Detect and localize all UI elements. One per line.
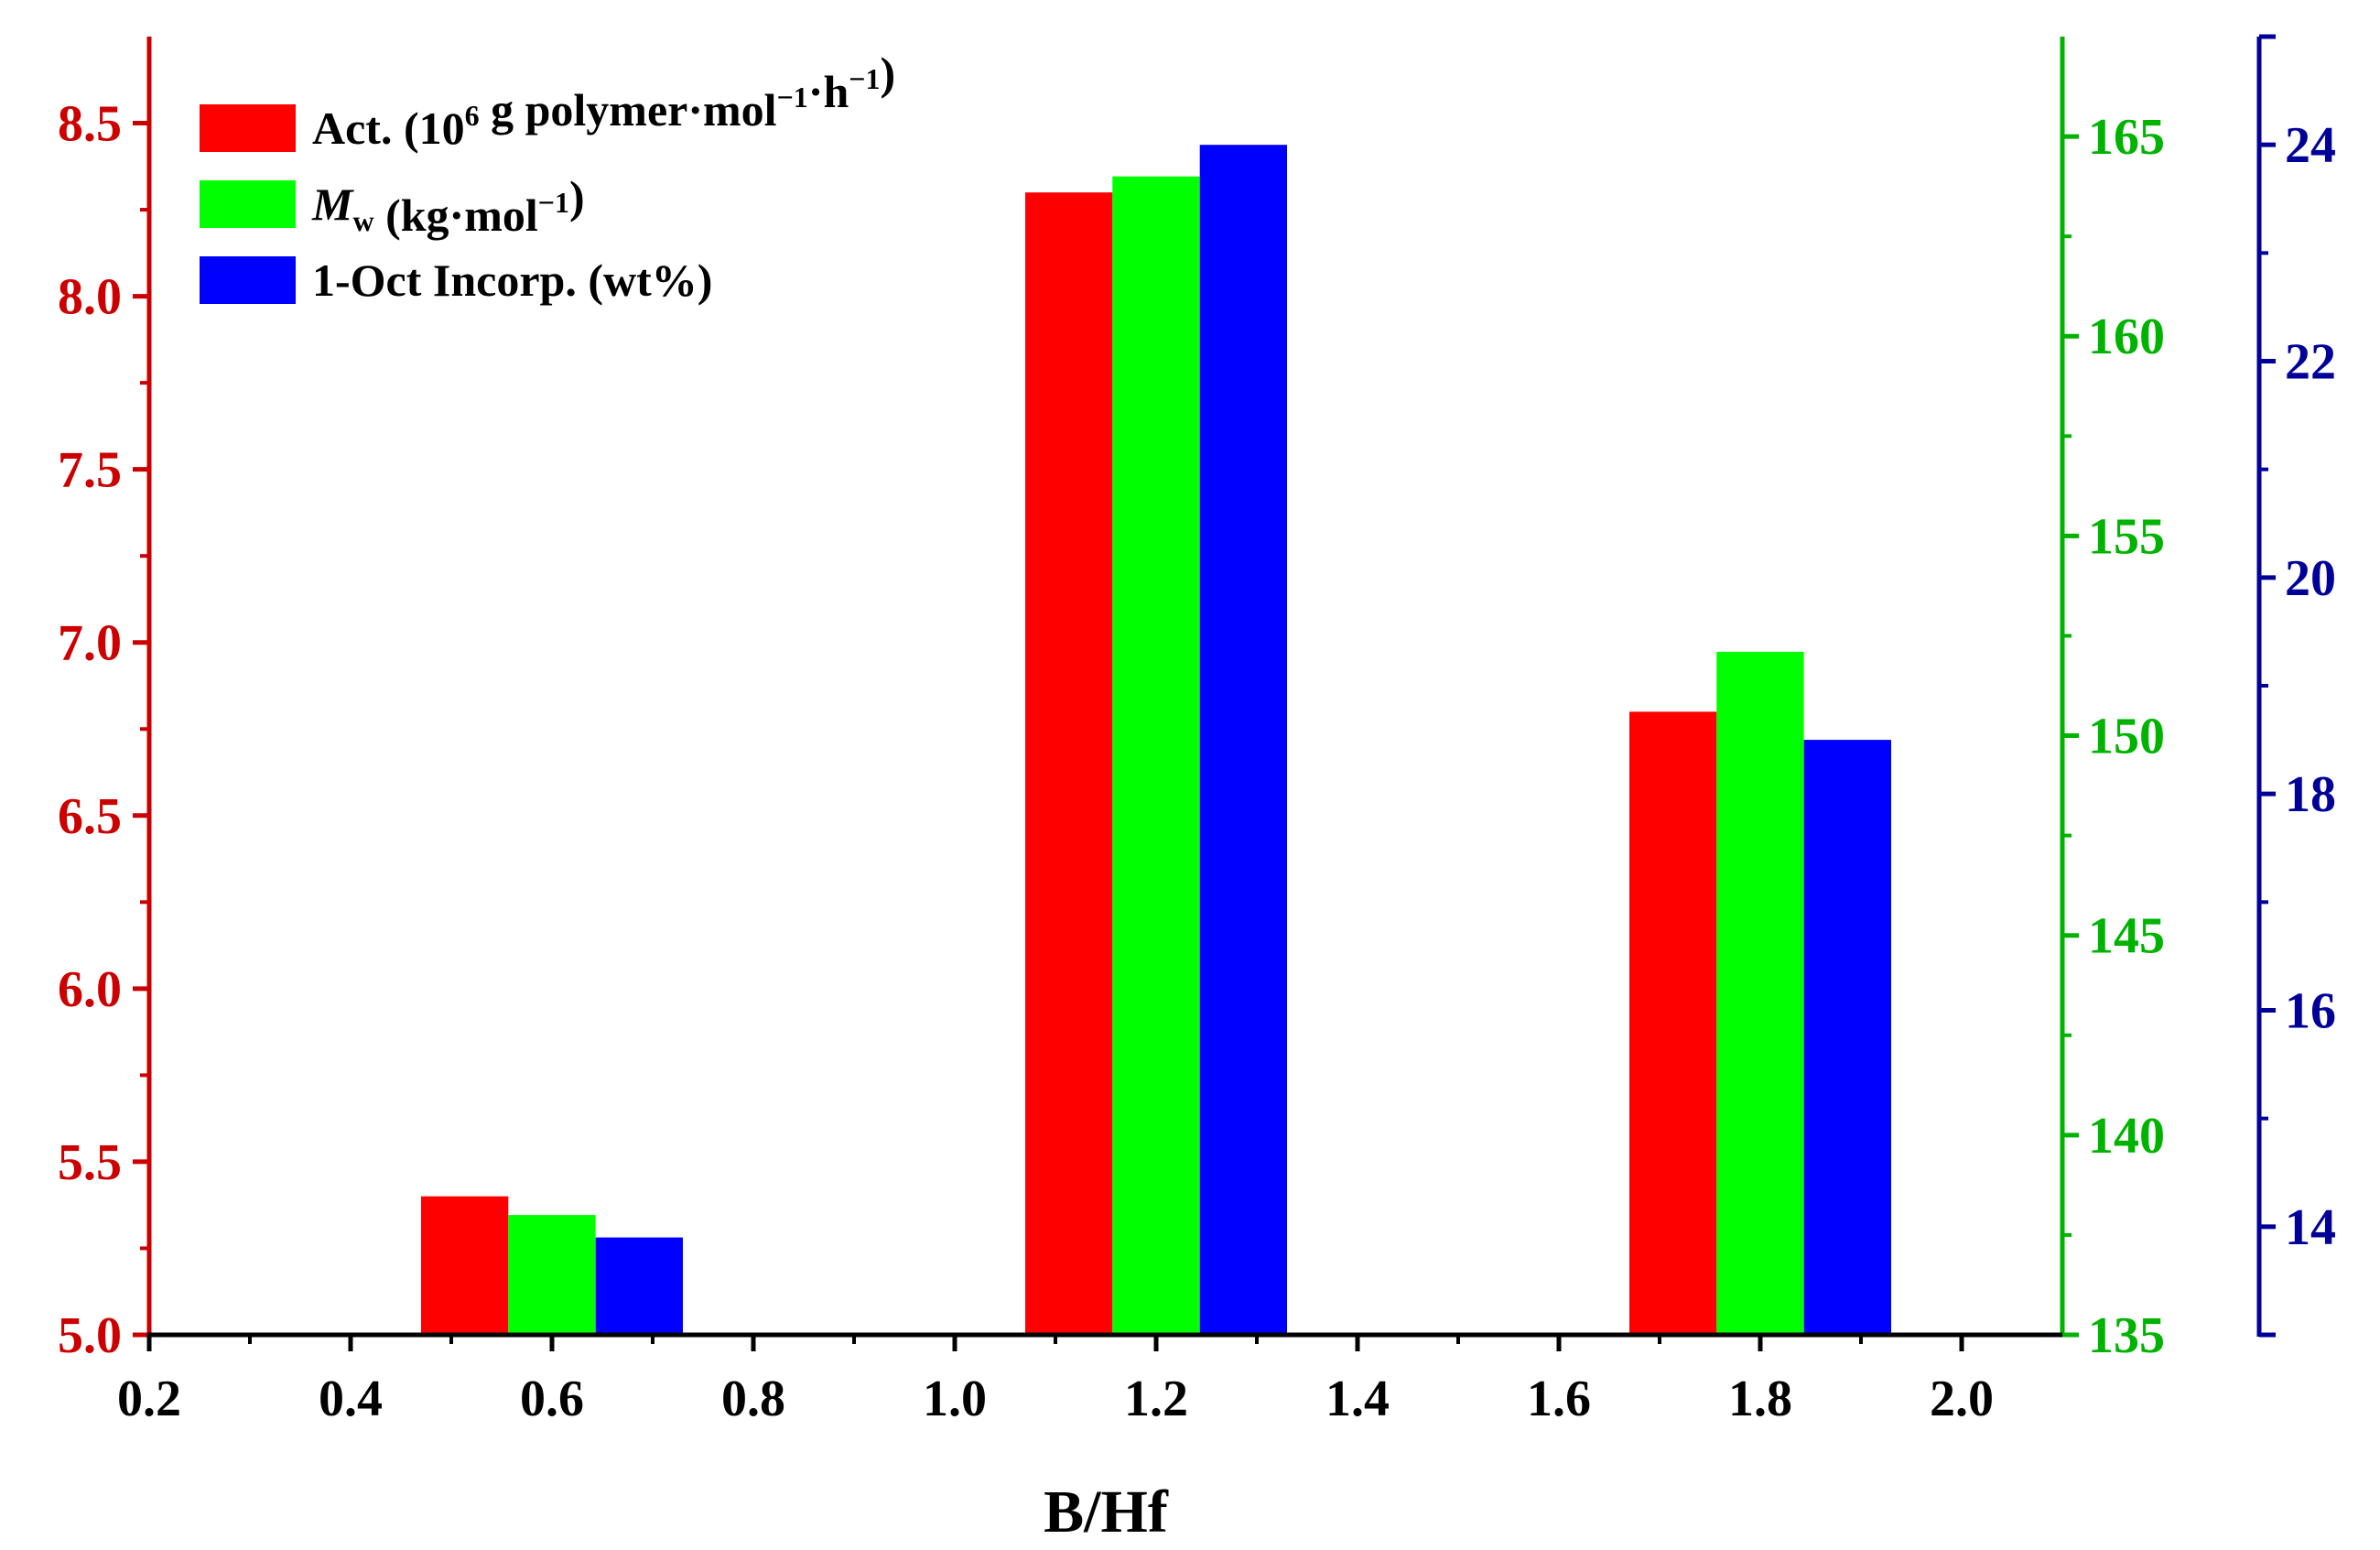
right-y-tick-label: 16	[2285, 983, 2336, 1040]
x-tick-label: 2.0	[1930, 1371, 1994, 1427]
x-tick-label: 1.6	[1527, 1371, 1591, 1427]
legend-label-part: g polymer·mol	[480, 84, 777, 135]
legend-label-part: −1	[777, 81, 808, 114]
legend-label-part: w	[352, 204, 373, 237]
left-y-tick-label: 7.5	[58, 442, 122, 499]
middle-y-tick-label: 135	[2088, 1307, 2165, 1364]
legend-label-part: ·h	[808, 66, 849, 117]
left-y-tick-label: 6.5	[58, 788, 122, 845]
x-tick-label: 1.8	[1728, 1371, 1792, 1427]
left-y-tick-label: 8.0	[58, 269, 122, 326]
legend-swatch-0	[200, 104, 296, 152]
bar-right-1_2	[1199, 145, 1287, 1336]
x-tick-label: 0.8	[721, 1371, 785, 1427]
legend-label-part: −1	[538, 186, 569, 219]
middle-y-tick-label: 140	[2088, 1108, 2165, 1165]
legend-label-part: 6	[465, 99, 480, 132]
middle-y-tick-label: 160	[2088, 309, 2165, 365]
axes-group: 5.0 5.5 6.0 6.5 7.0 7.5 8.0 8.5 135 140 145 150 155 1…	[58, 34, 2336, 1427]
left-y-tick-label: 7.0	[58, 615, 122, 672]
legend-label-0: Act. (106 g polymer·mol−1·h−1)	[312, 48, 895, 154]
legend-label-part: (kg·mol	[374, 190, 538, 241]
bar-right-1_8	[1803, 740, 1891, 1335]
legend-label-1: Mw (kg·mol−1)	[311, 171, 585, 241]
x-tick-label: 1.4	[1325, 1371, 1390, 1427]
x-tick-label: 0.6	[520, 1371, 584, 1427]
x-tick-label: 0.4	[319, 1371, 383, 1427]
left-y-tick-label: 8.5	[58, 96, 122, 153]
bar-right-0_6	[595, 1237, 683, 1335]
middle-y-tick-label: 145	[2088, 908, 2165, 965]
left-y-tick-label: 5.5	[58, 1134, 122, 1191]
x-tick-label: 0.2	[117, 1371, 181, 1427]
middle-y-tick-label: 165	[2088, 109, 2165, 166]
x-tick-label: 1.0	[923, 1371, 987, 1427]
middle-y-tick-label: 155	[2088, 508, 2165, 565]
legend-label-part: )	[881, 48, 896, 99]
right-y-tick-label: 20	[2285, 550, 2336, 607]
bar-middle-1_2	[1112, 176, 1200, 1336]
legend-label-part: −1	[849, 62, 880, 95]
legend: Act. (106 g polymer·mol−1·h−1)Mw (kg·mol…	[200, 48, 895, 306]
right-y-tick-label: 22	[2285, 334, 2336, 391]
right-y-tick-label: 14	[2285, 1199, 2336, 1256]
bar-left-1_8	[1629, 711, 1717, 1335]
legend-label-part: 1-Oct Incorp. (wt%)	[312, 255, 712, 306]
left-y-tick-label: 6.0	[58, 961, 122, 1018]
legend-label-2: 1-Oct Incorp. (wt%)	[312, 255, 712, 306]
middle-y-tick-label: 150	[2088, 709, 2165, 765]
bar-left-1_2	[1025, 192, 1113, 1336]
bar-left-0_6	[421, 1196, 509, 1335]
bars-group	[421, 145, 1891, 1336]
legend-label-part: M	[311, 179, 354, 230]
right-y-tick-label: 18	[2285, 766, 2336, 823]
legend-swatch-2	[200, 256, 296, 304]
x-tick-label: 1.2	[1124, 1371, 1188, 1427]
bar-middle-0_6	[508, 1215, 596, 1335]
right-y-tick-label: 24	[2285, 117, 2336, 174]
legend-label-part: Act. (10	[312, 103, 465, 154]
bar-middle-1_8	[1716, 651, 1804, 1335]
left-y-tick-label: 5.0	[58, 1307, 122, 1364]
x-axis-title: B/Hf	[1044, 1479, 1169, 1545]
legend-swatch-1	[200, 180, 296, 228]
legend-label-part: )	[569, 171, 585, 222]
